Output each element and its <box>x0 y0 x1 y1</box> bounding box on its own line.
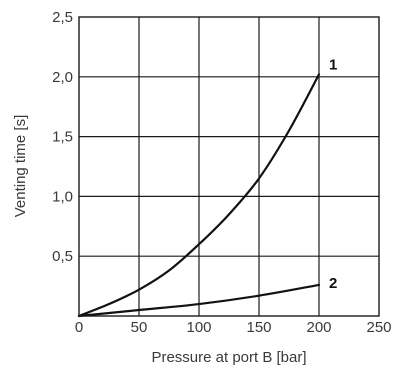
x-axis-label: Pressure at port B [bar] <box>151 349 306 366</box>
x-tick-label-150: 150 <box>246 319 271 336</box>
y-tick-label-2-5: 2,5 <box>52 9 73 26</box>
x-tick-label-200: 200 <box>306 319 331 336</box>
series-label-1: 1 <box>329 56 337 73</box>
x-tick-label-250: 250 <box>366 319 391 336</box>
series-line-2 <box>77 283 321 318</box>
x-tick-label-50: 50 <box>131 319 148 336</box>
y-tick-label-0-5: 0,5 <box>52 248 73 265</box>
x-tick-label-0: 0 <box>75 319 83 336</box>
x-tick-label-100: 100 <box>186 319 211 336</box>
series-labels: 12 <box>329 56 337 291</box>
plot-frame <box>78 16 380 317</box>
y-tick-label-2: 2,0 <box>52 69 73 86</box>
y-tick-label-1-5: 1,5 <box>52 129 73 146</box>
grid-lines <box>79 17 379 316</box>
series-line-1 <box>77 73 321 318</box>
tick-labels: 0 50 100 150 200 250 0,5 1,0 1,5 2,0 2,5 <box>52 9 391 336</box>
series-lines <box>77 73 321 318</box>
y-axis-label: Venting time [s] <box>12 115 29 218</box>
y-tick-label-1: 1,0 <box>52 188 73 205</box>
series-label-2: 2 <box>329 275 337 292</box>
